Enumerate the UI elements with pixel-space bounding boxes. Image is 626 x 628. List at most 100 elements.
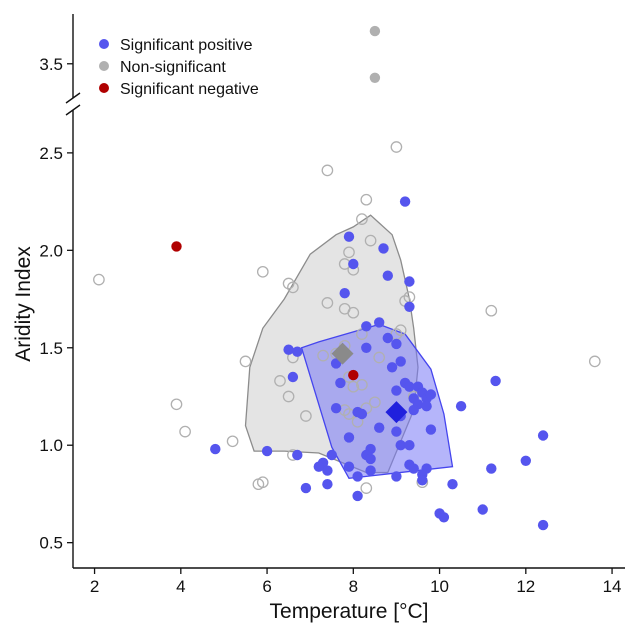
legend-marker: [99, 39, 109, 49]
data-point: [282, 390, 295, 403]
data-point: [274, 375, 286, 387]
data-point: [588, 355, 601, 368]
data-point: [321, 164, 334, 177]
data-point: [261, 445, 273, 457]
legend-label: Non-significant: [120, 59, 226, 76]
data-point: [404, 381, 415, 392]
data-point: [179, 425, 191, 438]
data-point: [300, 410, 312, 422]
data-point: [93, 273, 105, 286]
data-point: [404, 276, 415, 287]
data-point: [382, 332, 393, 344]
data-point: [365, 453, 376, 465]
data-point: [390, 141, 403, 153]
y-tick-label: 2.5: [39, 144, 63, 163]
data-point: [170, 398, 183, 411]
data-point: [171, 241, 182, 252]
data-point: [395, 356, 406, 367]
data-point: [395, 440, 406, 451]
data-point: [239, 355, 252, 368]
x-tick-label: 2: [90, 577, 99, 596]
data-point: [347, 306, 360, 319]
x-axis-title: Temperature [°C]: [270, 600, 429, 623]
data-point: [490, 375, 501, 387]
x-tick-label: 12: [516, 577, 535, 596]
data-point: [348, 258, 359, 270]
data-point: [369, 25, 381, 37]
data-point: [486, 463, 497, 474]
legend-marker: [99, 83, 109, 93]
data-point: [425, 389, 437, 400]
data-point: [399, 196, 411, 207]
data-point: [425, 424, 437, 435]
data-point: [352, 490, 363, 502]
data-point: [365, 465, 376, 476]
data-point: [335, 377, 346, 389]
data-point: [364, 234, 377, 247]
data-point: [343, 432, 355, 443]
data-point: [343, 461, 355, 472]
data-point: [421, 401, 432, 412]
data-point: [485, 304, 498, 317]
data-point: [226, 435, 239, 448]
data-point: [348, 369, 359, 381]
data-point: [256, 265, 269, 278]
data-point: [408, 463, 419, 474]
y-tick-label: 3.5: [39, 55, 63, 74]
data-point: [374, 422, 385, 433]
data-point: [447, 479, 458, 490]
data-point: [408, 404, 419, 416]
data-point: [417, 475, 428, 486]
centroid-diamond-non-significant: [331, 342, 354, 365]
data-point: [322, 465, 333, 476]
data-point: [378, 243, 389, 254]
data-point: [343, 231, 355, 242]
legend-label: Significant negative: [120, 81, 259, 98]
axes-layer: Temperature [°C] Aridity Index: [12, 14, 625, 623]
data-point: [373, 351, 386, 364]
data-point: [520, 455, 531, 466]
points-layer: [93, 25, 601, 531]
data-point: [537, 430, 549, 441]
x-tick-label: 8: [349, 577, 358, 596]
data-point: [360, 193, 373, 206]
y-tick-label: 1.0: [39, 436, 63, 455]
data-point: [438, 512, 450, 523]
data-point: [360, 482, 373, 494]
data-point: [391, 426, 402, 437]
legend: Significant positive Non-significant Signi…: [99, 37, 259, 98]
data-point: [391, 471, 402, 482]
data-point: [404, 440, 415, 451]
data-point: [321, 297, 334, 309]
data-point: [356, 213, 368, 225]
data-point: [326, 449, 337, 461]
data-point: [537, 519, 549, 531]
data-point: [361, 342, 372, 353]
data-point: [343, 246, 355, 259]
data-point: [287, 371, 299, 383]
x-tick-label: 14: [603, 577, 622, 596]
data-point: [282, 277, 295, 290]
data-point: [356, 378, 368, 391]
data-point: [374, 317, 385, 328]
data-point: [313, 461, 324, 472]
x-tick-label: 4: [176, 577, 185, 596]
data-point: [283, 344, 294, 355]
y-tick-label: 0.5: [39, 534, 63, 553]
data-point: [455, 401, 467, 412]
data-point: [330, 358, 342, 369]
data-point: [352, 471, 363, 482]
data-point: [256, 476, 269, 489]
y-axis-title: Aridity Index: [12, 246, 35, 362]
centroid-diamond-significant-positive: [385, 401, 408, 424]
data-point: [394, 324, 407, 337]
ticks-layer: 2 4 6 8 10 12 14 0.5 1.0 1.5 2.0 2.5 3.5: [39, 55, 621, 596]
legend-label: Significant positive: [120, 37, 253, 54]
axis-break-marker: [65, 92, 81, 116]
data-point: [210, 443, 221, 455]
x-tick-label: 10: [430, 577, 449, 596]
data-point: [477, 504, 488, 515]
y-tick-label: 2.0: [39, 241, 63, 260]
data-point: [391, 338, 402, 350]
data-point: [322, 479, 333, 490]
